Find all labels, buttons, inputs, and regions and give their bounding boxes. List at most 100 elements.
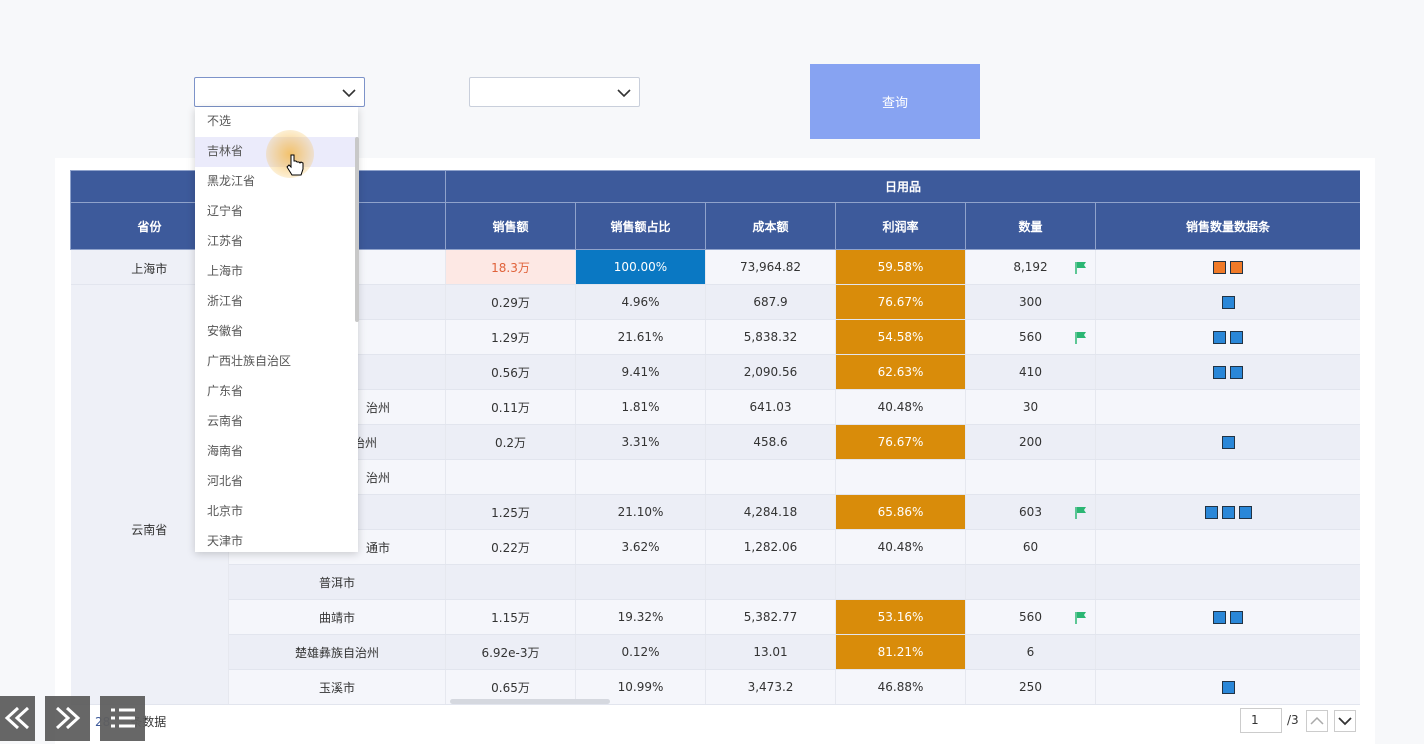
- flag-icon: [1075, 332, 1086, 344]
- value-cell: 5,382.77: [705, 599, 836, 635]
- bar-square: [1230, 261, 1243, 274]
- nav-last[interactable]: [45, 696, 90, 741]
- value-cell: 0.56万: [445, 354, 576, 390]
- bar-square: [1221, 681, 1235, 694]
- data-bar-cell: [1095, 494, 1360, 530]
- dropdown-option[interactable]: 浙江省: [207, 294, 244, 308]
- page-down[interactable]: [1334, 710, 1356, 732]
- nav-first[interactable]: [0, 696, 35, 741]
- dropdown-option[interactable]: 北京市: [207, 504, 244, 518]
- icon: [4, 706, 30, 730]
- bar-square: [1213, 611, 1226, 624]
- value-cell: 3.31%: [575, 424, 706, 460]
- data-bar-cell: [1095, 564, 1360, 600]
- icon: [1338, 717, 1352, 726]
- value-cell: 60: [965, 529, 1096, 565]
- data-bar-cell: [1095, 669, 1360, 705]
- query-button[interactable]: 查询: [810, 64, 980, 139]
- value-cell: 560: [965, 319, 1096, 355]
- column-header: 数量: [965, 202, 1096, 250]
- value-cell: 1.15万: [445, 599, 576, 635]
- h-scrollbar[interactable]: [450, 699, 610, 704]
- value-cell: 65.86%: [835, 494, 966, 530]
- value-cell: 1.81%: [575, 389, 706, 425]
- flag-icon: [1075, 612, 1086, 624]
- province-select[interactable]: [194, 77, 365, 107]
- value-cell: 458.6: [705, 424, 836, 460]
- page-up[interactable]: [1306, 710, 1328, 732]
- bar-square: [1230, 611, 1243, 624]
- chevron: [342, 89, 356, 98]
- value-cell: 21.61%: [575, 319, 706, 355]
- city-select[interactable]: [469, 77, 640, 107]
- flag-icon: [1075, 507, 1086, 519]
- value-cell: 100.00%: [575, 249, 706, 285]
- value-cell: 560: [965, 599, 1096, 635]
- value-cell: 250: [965, 669, 1096, 705]
- dropdown-option[interactable]: 上海市: [207, 264, 244, 278]
- dropdown-option[interactable]: 河北省: [207, 474, 244, 488]
- group-header-row: 日用品: [70, 170, 1360, 203]
- data-bar-cell: [1095, 354, 1360, 390]
- value-cell: [835, 459, 966, 495]
- value-cell: 5,838.32: [705, 319, 836, 355]
- data-bar-cell: [1095, 599, 1360, 635]
- city-cell: 普洱市: [228, 564, 446, 600]
- dropdown-option[interactable]: 海南省: [207, 444, 244, 458]
- dropdown-option[interactable]: 云南省: [207, 414, 244, 428]
- value-cell: 73,964.82: [705, 249, 836, 285]
- chevron: [617, 89, 631, 98]
- value-cell: 4,284.18: [705, 494, 836, 530]
- column-header: 销售数量数据条: [1094, 202, 1360, 250]
- value-cell: 300: [965, 284, 1096, 320]
- dropdown-option[interactable]: 安徽省: [207, 324, 244, 338]
- value-cell: 1.29万: [445, 319, 576, 355]
- dropdown-option[interactable]: 不选: [207, 114, 232, 128]
- value-cell: 46.88%: [835, 669, 966, 705]
- data-bar-cell: [1095, 319, 1360, 355]
- value-cell: 1.25万: [445, 494, 576, 530]
- value-cell: 2,090.56: [705, 354, 836, 390]
- bar-square: [1221, 436, 1235, 449]
- table-row: 云南省 0.29万 4.96% 687.9 76.67% 300: [70, 284, 1360, 705]
- value-cell: 6: [965, 634, 1096, 670]
- city-cell: 玉溪市: [228, 669, 446, 705]
- value-cell: 6.92e-3万: [445, 634, 576, 670]
- bar-square: [1238, 506, 1252, 519]
- dropdown-option[interactable]: 黑龙江省: [207, 174, 256, 188]
- value-cell: 40.48%: [835, 389, 966, 425]
- dropdown-option[interactable]: 广东省: [207, 384, 244, 398]
- value-cell: [835, 564, 966, 600]
- dropdown-option[interactable]: 辽宁省: [207, 204, 244, 218]
- value-cell: 53.16%: [835, 599, 966, 635]
- value-cell: 30: [965, 389, 1096, 425]
- value-cell: 200: [965, 424, 1096, 460]
- dropdown-option[interactable]: 天津市: [207, 534, 244, 548]
- value-cell: 0.2万: [445, 424, 576, 460]
- table-row: 楚雄彝族自治州 6.92e-3万 0.12% 13.01 81.21% 6: [71, 634, 1360, 670]
- value-cell: 21.10%: [575, 494, 706, 530]
- value-cell: 0.29万: [445, 284, 576, 320]
- value-cell: 9.41%: [575, 354, 706, 390]
- bar-square: [1230, 366, 1243, 379]
- value-cell: 40.48%: [835, 529, 966, 565]
- icon: [111, 708, 135, 728]
- page-input[interactable]: 1: [1240, 708, 1282, 733]
- table-row: 玉溪市 0.65万 10.99% 3,473.2 46.88% 250: [71, 669, 1360, 705]
- data-bar-cell: [1095, 284, 1360, 320]
- data-bar-cell: [1095, 459, 1360, 495]
- page-total: /3: [1287, 713, 1299, 727]
- dropdown-option[interactable]: 广西壮族自治区: [207, 354, 292, 368]
- value-cell: 0.12%: [575, 634, 706, 670]
- value-cell: 76.67%: [835, 284, 966, 320]
- nav-list[interactable]: [100, 696, 145, 741]
- value-cell: 0.22万: [445, 529, 576, 565]
- data-bar-cell: [1095, 424, 1360, 460]
- dropdown-option[interactable]: 江苏省: [207, 234, 244, 248]
- value-cell: [445, 459, 576, 495]
- group-header: 日用品: [444, 170, 1360, 203]
- value-cell: 81.21%: [835, 634, 966, 670]
- dropdown-scrollbar[interactable]: [355, 137, 359, 322]
- value-cell: 3.62%: [575, 529, 706, 565]
- value-cell: [445, 564, 576, 600]
